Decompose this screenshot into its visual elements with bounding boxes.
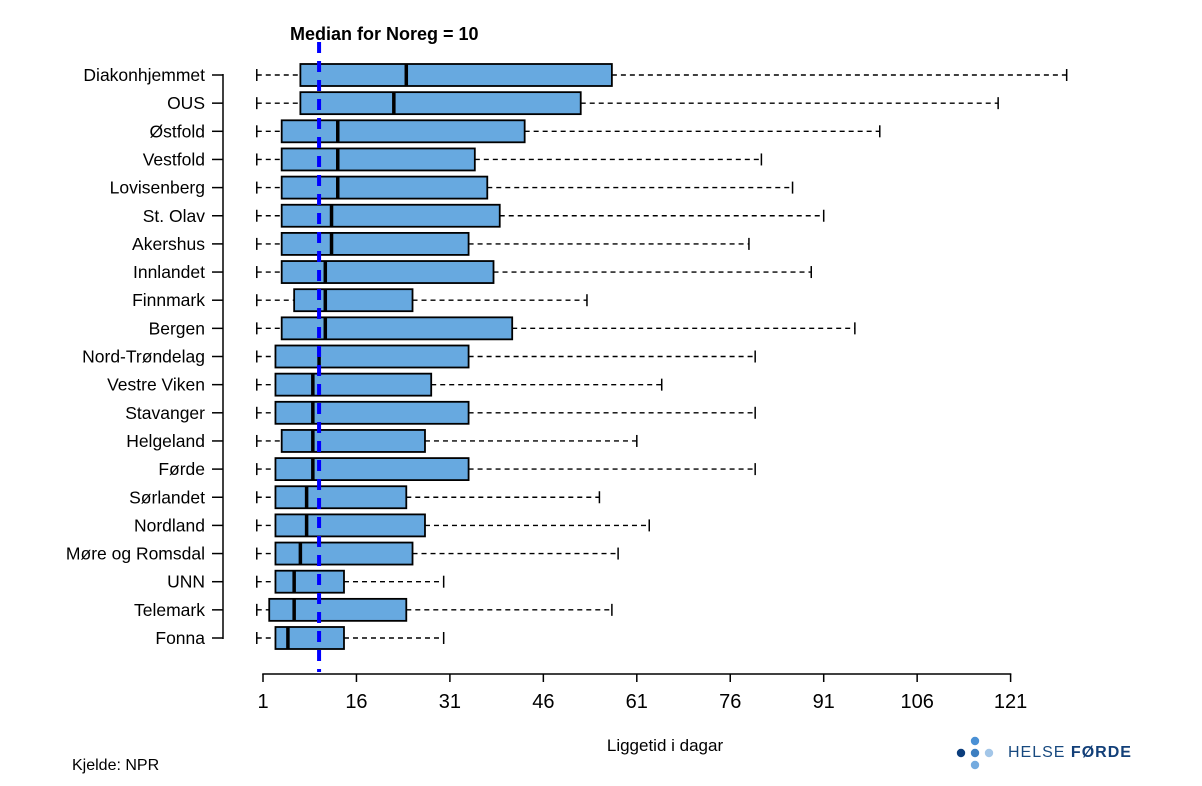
box-median-line <box>323 261 328 284</box>
boxplot-svg: Diakonhjemmet OUS Østfold Vestfold Lovisenbe… <box>66 42 1068 713</box>
row-label: Vestfold <box>143 149 205 169</box>
box-median-line <box>329 232 334 255</box>
row-label: St. Olav <box>143 206 205 226</box>
row-label: Innlandet <box>133 262 205 282</box>
row-label: Møre og Romsdal <box>66 544 205 564</box>
box-iqr <box>274 457 470 482</box>
box-iqr <box>274 513 426 538</box>
logo-dot-bottom <box>970 760 980 770</box>
logo-dot-top <box>970 736 980 746</box>
box-iqr <box>280 203 501 228</box>
box-median-line <box>311 373 315 396</box>
box-median-line <box>323 289 328 312</box>
x-axis-tick-label: 76 <box>719 691 741 713</box>
row-label: Akershus <box>132 234 205 254</box>
row-label: Stavanger <box>125 403 205 423</box>
row-label: Telemark <box>134 600 205 620</box>
box-iqr <box>274 372 433 397</box>
box-iqr <box>280 316 514 341</box>
box-iqr <box>274 344 470 369</box>
x-axis-tick-label: 16 <box>345 691 367 713</box>
row-label: Finnmark <box>132 290 205 310</box>
row-label: Helgeland <box>126 431 205 451</box>
box-iqr <box>280 175 489 200</box>
row-label: Sørlandet <box>129 487 205 507</box>
logo-dot-right <box>984 748 994 758</box>
box-iqr <box>268 597 408 622</box>
row-label: Fonna <box>155 628 205 648</box>
box-iqr <box>299 63 613 87</box>
row-label: Nordland <box>134 515 205 535</box>
row-label: Førde <box>158 459 205 479</box>
box-iqr <box>280 231 470 256</box>
box-median-line <box>304 514 309 537</box>
box-median-line <box>311 401 315 424</box>
x-axis-tick-label: 106 <box>900 691 933 713</box>
x-axis-tick-label: 121 <box>994 691 1027 713</box>
box-iqr <box>274 626 345 650</box>
chart-title: Median for Noreg = 10 <box>290 24 479 44</box>
logo-text-forde: FØRDE <box>1070 744 1132 761</box>
x-axis-tick-label: 91 <box>813 691 835 713</box>
box-median-line <box>336 120 340 143</box>
box-iqr <box>280 260 495 284</box>
source-note: Kjelde: NPR <box>72 757 160 774</box>
box-iqr <box>280 147 476 172</box>
row-label: OUS <box>167 93 205 113</box>
x-axis-tick-label: 61 <box>626 691 648 713</box>
box-iqr <box>280 429 426 453</box>
x-axis-tick-label: 31 <box>439 691 461 713</box>
box-median-line <box>298 542 303 565</box>
row-label: Bergen <box>149 318 205 338</box>
box-iqr <box>274 400 470 425</box>
box-iqr <box>274 541 414 566</box>
box-median-line <box>336 176 340 199</box>
logo-dot-left <box>956 748 966 758</box>
box-iqr <box>299 91 582 116</box>
box-median-line <box>286 627 290 649</box>
x-axis-tick-label: 46 <box>532 691 554 713</box>
logo-text-helse: HELSE <box>1008 744 1066 761</box>
x-axis-label: Liggetid i dagar <box>606 736 724 755</box>
row-label: UNN <box>167 572 205 592</box>
row-label: Vestre Viken <box>107 375 205 395</box>
box-iqr <box>280 119 526 144</box>
box-median-line <box>292 570 296 593</box>
logo-dot-center <box>970 748 980 758</box>
box-median-line <box>292 598 296 621</box>
logo-text: HELSE FØRDE <box>1008 744 1132 762</box>
row-label: Lovisenberg <box>110 178 205 198</box>
box-median-line <box>304 486 309 509</box>
row-label: Diakonhjemmet <box>83 65 205 85</box>
box-median-line <box>336 148 340 171</box>
x-axis-tick-label: 1 <box>257 691 268 713</box>
box-median-line <box>311 429 315 452</box>
row-label: Nord-Trøndelag <box>82 347 205 367</box>
box-median-line <box>311 458 315 481</box>
helse-forde-logo: HELSE FØRDE <box>952 733 1132 773</box>
box-iqr <box>274 485 408 510</box>
box-median-line <box>404 64 409 86</box>
logo-dots <box>956 736 994 770</box>
box-median-line <box>392 92 396 115</box>
row-label: Østfold <box>150 121 205 141</box>
box-iqr <box>274 569 345 594</box>
box-median-line <box>323 317 328 340</box>
box-iqr <box>293 288 414 313</box>
box-median-line <box>329 204 334 227</box>
